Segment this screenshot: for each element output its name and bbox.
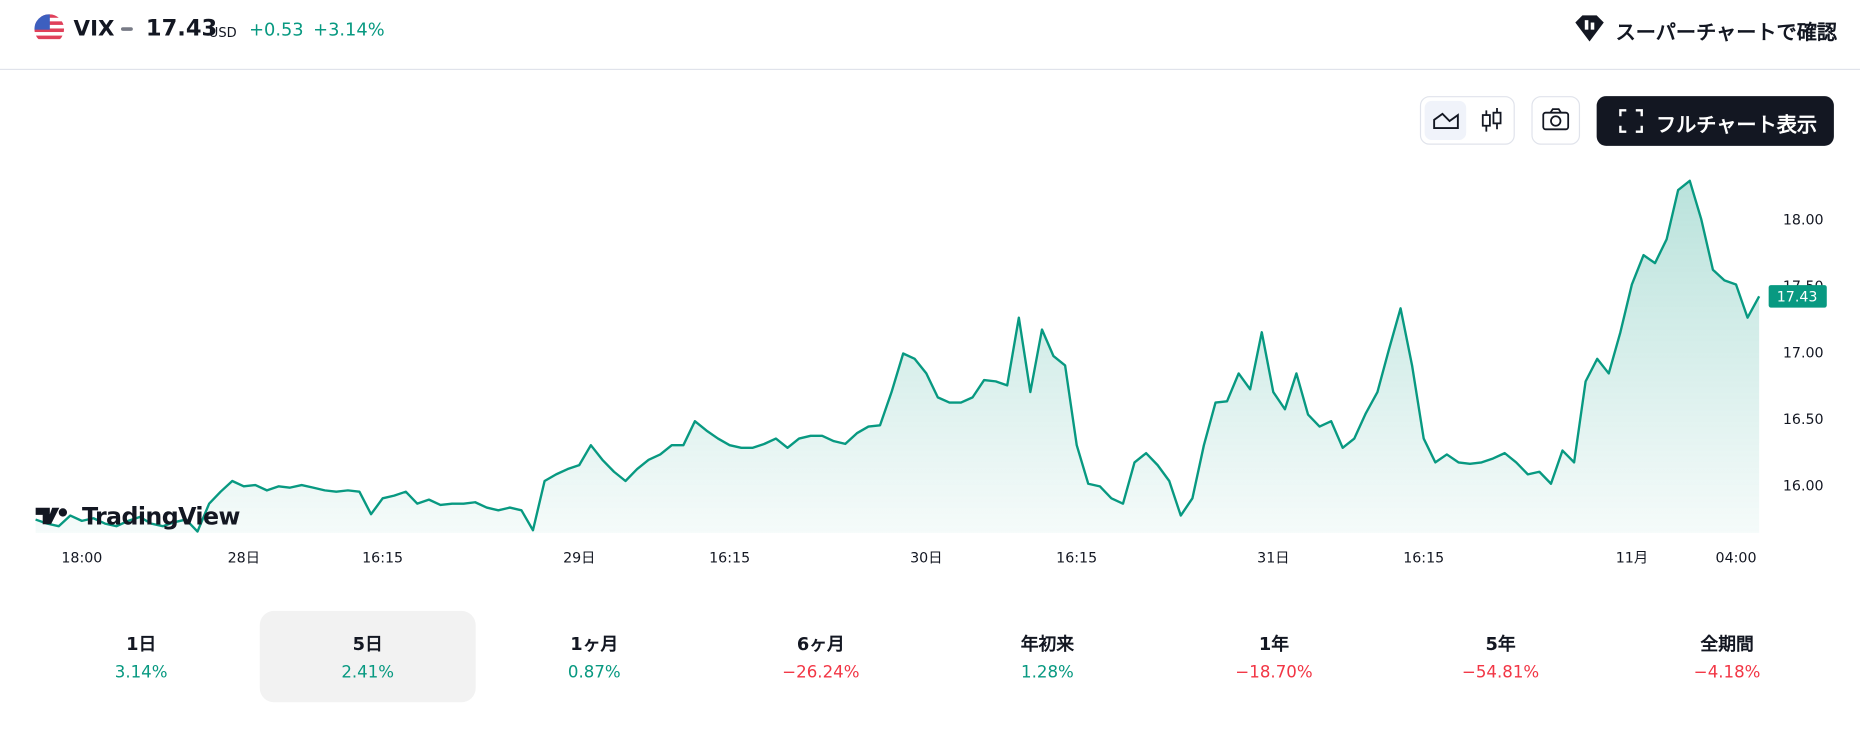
price: 17.43	[145, 15, 218, 42]
price-chart: 16.0016.5017.0017.5018.0018:0028日16:1529…	[35, 179, 1827, 567]
period-tab[interactable]: 全期間 −4.18%	[1619, 611, 1835, 702]
period-tab[interactable]: 6ヶ月 −26.24%	[713, 611, 929, 702]
watermark-logo	[35, 507, 68, 525]
period-change: 3.14%	[114, 663, 168, 683]
x-tick-label: 16:15	[1403, 551, 1444, 567]
change-percent: +3.14%	[313, 18, 385, 41]
period-label: 年初来	[1020, 633, 1075, 655]
price-line	[35, 179, 1761, 533]
period-change: 0.87%	[567, 663, 621, 683]
currency: USD	[208, 24, 237, 41]
symbol: VIX	[73, 16, 115, 42]
flag-icon	[34, 14, 65, 44]
period-change: 2.41%	[341, 663, 395, 683]
x-tick-label: 30日	[910, 551, 942, 567]
period-label: 1ヶ月	[570, 633, 619, 655]
period-label: 全期間	[1700, 633, 1754, 655]
period-tab[interactable]: 1日 3.14%	[33, 611, 249, 702]
x-tick-label: 16:15	[362, 551, 403, 567]
candle-style-button[interactable]	[1471, 101, 1513, 140]
period-change: 1.28%	[1021, 663, 1074, 683]
watermark: TradingView	[35, 501, 240, 531]
fullscreen-icon	[1619, 109, 1643, 133]
last-price-label: 17.43	[1777, 290, 1818, 306]
period-change: −4.18%	[1693, 663, 1761, 683]
y-tick-label: 18.00	[1783, 213, 1824, 229]
area-icon	[1433, 112, 1459, 130]
x-tick-label: 16:15	[709, 551, 750, 567]
x-tick-label: 11月	[1616, 551, 1648, 567]
area-fill	[35, 180, 1760, 533]
period-change: −26.24%	[782, 663, 860, 683]
header: VIX 17.43 USD +0.53 +3.14% スーパーチャートで確認	[0, 0, 1860, 70]
y-tick-label: 17.00	[1783, 345, 1824, 361]
fullchart-button[interactable]: フルチャート表示	[1596, 96, 1834, 146]
period-change: −54.81%	[1461, 663, 1540, 683]
x-tick-label: 04:00	[1716, 551, 1757, 567]
chart-style-toggle	[1419, 96, 1515, 145]
x-tick-label: 29日	[563, 551, 595, 567]
y-tick-label: 16.50	[1783, 412, 1824, 428]
last-price-tag	[1768, 285, 1827, 308]
period-label: 6ヶ月	[796, 633, 845, 655]
period-tab[interactable]: 5年 −54.81%	[1393, 611, 1609, 702]
period-label: 5年	[1485, 633, 1516, 655]
supercharts-icon[interactable]	[1573, 13, 1606, 44]
y-tick-label: 16.00	[1783, 478, 1824, 494]
period-tab[interactable]: 5日 2.41%	[259, 610, 476, 703]
supercharts-link[interactable]: スーパーチャートで確認	[1615, 21, 1838, 46]
x-tick-label: 16:15	[1056, 551, 1097, 567]
period-tab[interactable]: 1年 −18.70%	[1166, 611, 1382, 702]
period-tab[interactable]: 年初来 1.28%	[939, 611, 1155, 702]
x-tick-label: 28日	[228, 551, 260, 567]
x-tick-label: 18:00	[61, 551, 102, 567]
period-tab[interactable]: 1ヶ月 0.87%	[486, 611, 702, 702]
period-change: −18.70%	[1235, 663, 1313, 683]
separator	[120, 27, 133, 31]
snapshot-button[interactable]	[1531, 96, 1581, 145]
watermark-text: TradingView	[81, 501, 240, 531]
x-tick-label: 31日	[1257, 551, 1289, 567]
period-label: 5日	[352, 633, 383, 655]
change: +0.53	[249, 18, 304, 41]
period-label: 1年	[1258, 633, 1290, 655]
period-label: 1日	[126, 633, 157, 655]
fullchart-label: フルチャート表示	[1655, 113, 1818, 138]
area-style-button[interactable]	[1424, 100, 1467, 140]
camera-icon	[1542, 108, 1570, 131]
